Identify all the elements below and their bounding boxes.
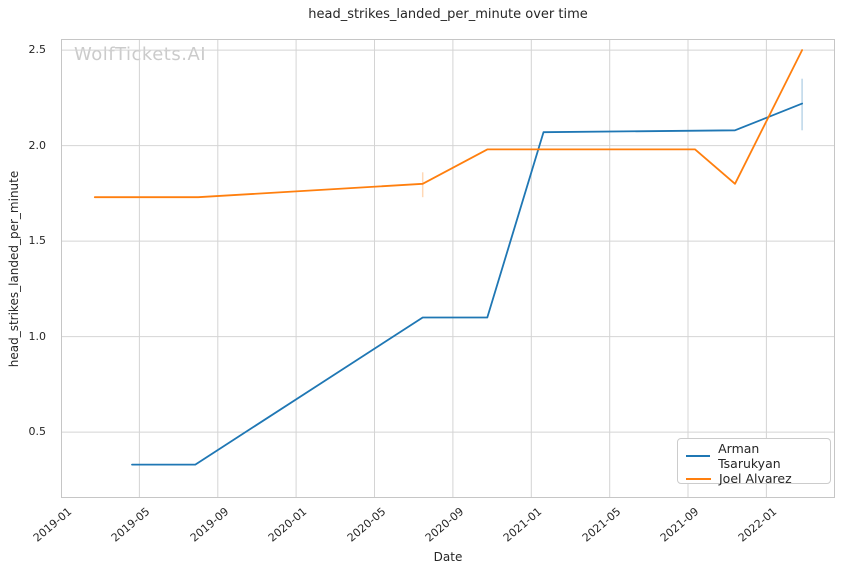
x-tick-label: 2019-05 bbox=[109, 505, 153, 545]
legend-item-joel-alvarez: Joel Alvarez bbox=[686, 471, 822, 486]
legend-label: Arman Tsarukyan bbox=[718, 441, 781, 471]
y-tick-label: 2.5 bbox=[28, 43, 47, 57]
legend-line-swatch-blue bbox=[686, 455, 711, 457]
x-tick-label: 2021-09 bbox=[657, 505, 702, 545]
x-tick-label: 2022-01 bbox=[736, 505, 780, 545]
legend-item-arman-tsarukyan: Arman Tsarukyan bbox=[686, 441, 822, 471]
x-tick-label: 2021-01 bbox=[501, 505, 545, 545]
legend-label: Joel Alvarez bbox=[719, 471, 792, 486]
x-tick-label: 2019-09 bbox=[187, 505, 232, 545]
plot-area bbox=[61, 39, 835, 498]
x-tick-label: 2020-05 bbox=[344, 505, 388, 545]
x-tick-label: 2020-01 bbox=[265, 505, 310, 545]
y-tick-label: 1.0 bbox=[28, 329, 47, 343]
x-tick-label: 2021-05 bbox=[579, 505, 624, 545]
x-axis-label: Date bbox=[433, 550, 463, 564]
y-axis-label: head_strikes_landed_per_minute bbox=[7, 170, 21, 368]
x-tick-label: 2020-09 bbox=[422, 505, 467, 545]
legend-line-swatch-orange bbox=[686, 477, 711, 480]
y-tick-label: 2.0 bbox=[28, 138, 47, 152]
y-tick-label: 0.5 bbox=[28, 425, 47, 439]
x-tick-label: 2019-01 bbox=[30, 505, 75, 545]
y-tick-label: 1.5 bbox=[28, 234, 47, 248]
legend: Arman Tsarukyan Joel Alvarez bbox=[677, 438, 831, 486]
chart-title: head_strikes_landed_per_minute over time bbox=[308, 7, 588, 22]
